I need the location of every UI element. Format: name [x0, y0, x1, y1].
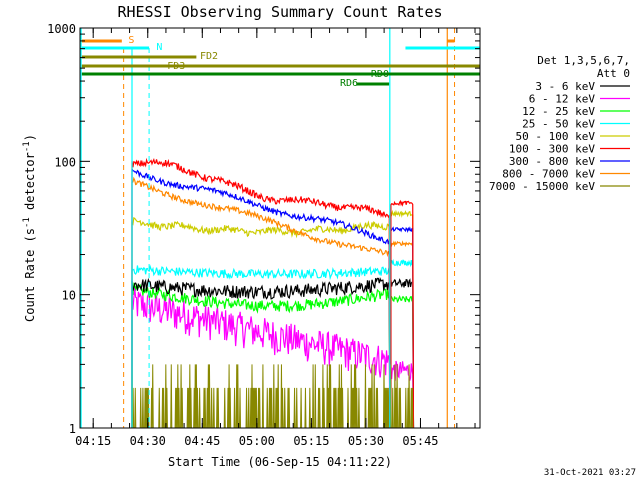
y-axis-label: Count Rate (s-1 detector-1)	[22, 134, 37, 322]
series-line-s5	[131, 157, 391, 429]
y-tick-label: 1	[69, 422, 76, 436]
legend-label-s8: 7000 - 15000 keV	[489, 180, 595, 193]
footer-date: 31-Oct-2021 03:27	[544, 468, 636, 478]
flag-label-rd6: RD6	[340, 78, 358, 89]
series-line-s6	[131, 168, 391, 429]
legend-label-s3: 25 - 50 keV	[522, 118, 595, 131]
plot-frame	[79, 27, 481, 429]
flag-label-n: N	[156, 42, 162, 53]
y-label-middle: detector	[23, 152, 37, 217]
series-line-s3-segment-2	[390, 258, 415, 429]
legend-label-s6: 300 - 800 keV	[509, 155, 595, 168]
series-line-s7-segment-2	[390, 240, 415, 429]
plot-area: S N FD2 FD3 RD0 RD6	[80, 28, 480, 429]
y-tick-label: 1000	[47, 22, 76, 36]
flag-label-fd3: FD3	[167, 61, 185, 72]
legend-header-attenuator: Att 0	[597, 67, 630, 80]
x-tick-label: 05:15	[293, 434, 329, 448]
series-line-s4	[131, 217, 391, 429]
y-label-tail: )	[23, 134, 37, 141]
legend-label-s4: 50 - 100 keV	[516, 130, 596, 143]
series-line-s0	[131, 276, 391, 429]
series-line-s7	[131, 176, 391, 429]
x-tick-label: 04:15	[75, 434, 111, 448]
series-line-s6-segment-2	[390, 226, 415, 429]
legend-label-s5: 100 - 300 keV	[509, 143, 595, 156]
series-line-s5-segment-2	[390, 199, 415, 429]
series-line-s4-segment-2	[390, 209, 415, 429]
legend-label-s1: 6 - 12 keV	[529, 93, 596, 106]
y-axis: 1 10 100 1000	[47, 22, 480, 436]
series-line-s2-segment-2	[390, 294, 415, 429]
x-tick-label: 04:30	[130, 434, 166, 448]
series-line-s1	[131, 287, 391, 429]
y-label-superscript-2: -1	[22, 141, 32, 152]
series-line-s2	[131, 281, 391, 429]
legend-header-detectors: Det 1,3,5,6,7,	[537, 54, 630, 67]
series-line-s0-segment-2	[390, 278, 415, 429]
x-tick-label: 04:45	[184, 434, 220, 448]
x-tick-label: 05:00	[239, 434, 275, 448]
x-tick-label: 05:30	[348, 434, 384, 448]
flag-label-fd2: FD2	[200, 51, 218, 62]
flag-label-s: S	[128, 35, 134, 46]
y-tick-label: 10	[62, 289, 76, 303]
legend-label-s2: 12 - 25 keV	[522, 105, 595, 118]
legend-label-s7: 800 - 7000 keV	[502, 168, 595, 181]
x-tick-label: 05:45	[402, 434, 438, 448]
y-tick-label: 100	[54, 155, 76, 169]
y-label-superscript: -1	[22, 217, 32, 228]
x-axis-label: Start Time (06-Sep-15 04:11:22)	[168, 455, 392, 469]
series-line-s3	[131, 264, 391, 429]
flag-label-rd0: RD0	[371, 69, 389, 80]
legend-label-s0: 3 - 6 keV	[535, 80, 595, 93]
x-axis: 04:15 04:30 04:45 05:00 05:15 05:30 05:45	[75, 28, 476, 448]
y-label-main: Count Rate (s	[23, 228, 37, 322]
chart-title: RHESSI Observing Summary Count Rates	[117, 3, 442, 21]
